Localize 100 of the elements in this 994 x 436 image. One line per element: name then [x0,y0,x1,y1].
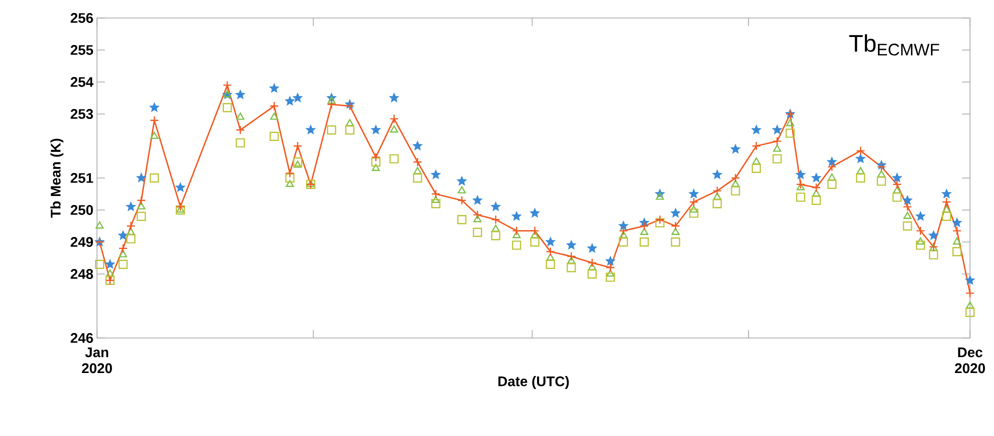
point [546,253,555,261]
point [346,119,354,126]
point [640,237,649,247]
point [752,141,761,151]
point [413,141,422,150]
y-tick-label: 250 [70,205,93,215]
point [812,189,820,197]
point [902,221,912,231]
point [106,260,114,268]
point [772,125,782,134]
point [689,189,698,198]
point [530,208,540,218]
point [118,244,128,253]
point [892,192,902,202]
point [458,186,466,194]
y-tick-label: 253 [70,109,93,119]
point [713,192,722,200]
point [952,226,962,236]
point [606,272,615,282]
y-tick-label: 246 [70,333,93,343]
point [389,114,399,124]
point [136,212,146,221]
point [412,157,422,167]
point [176,183,185,192]
point [942,212,952,221]
point [236,112,244,120]
point [106,269,114,277]
point [902,202,912,212]
point [285,173,294,183]
point [731,180,740,187]
point [176,202,185,212]
point [796,183,805,190]
point [690,205,698,213]
point [588,263,596,270]
point [512,212,521,220]
x-tick-label: Dec 2020 [954,348,985,374]
point [270,84,279,92]
point [966,301,974,309]
point [457,176,466,186]
point [371,125,380,134]
point [118,231,128,240]
point [566,240,576,250]
point [670,221,680,231]
point [294,160,302,168]
point [856,146,866,156]
point [892,186,902,194]
point [413,167,422,174]
y-tick-label: 255 [70,45,94,55]
point [389,154,399,164]
point [856,167,865,174]
point [606,263,615,272]
point [327,96,336,104]
point [150,116,159,125]
point [730,173,740,183]
point [796,170,806,179]
point [640,228,648,235]
point [472,210,482,220]
point [118,260,128,269]
point [796,192,806,202]
point [126,221,136,231]
point [856,154,865,163]
point [546,247,556,256]
point [530,231,539,238]
point [655,218,664,228]
point [952,237,962,245]
point [655,215,664,224]
point [877,170,886,178]
point [656,192,664,200]
point [903,196,912,204]
point [618,237,628,247]
point [390,93,398,102]
point [270,112,278,120]
point [752,157,760,165]
point [390,125,398,133]
point [236,138,245,148]
point [942,197,952,207]
point [491,215,500,224]
point [126,228,135,235]
point [285,168,294,178]
point [827,162,836,172]
point [916,240,926,250]
point [306,125,316,134]
point [412,173,422,183]
point [372,164,380,171]
point [150,103,159,112]
point [671,208,680,218]
point [827,157,836,166]
point [952,218,962,227]
point [618,226,628,236]
point [588,244,597,252]
point [293,141,302,151]
point [966,276,974,284]
point [491,202,500,211]
point [731,144,740,154]
point [473,215,482,222]
point [619,231,628,238]
point [136,173,146,182]
point [137,202,146,210]
point [546,237,555,246]
point [546,260,556,269]
